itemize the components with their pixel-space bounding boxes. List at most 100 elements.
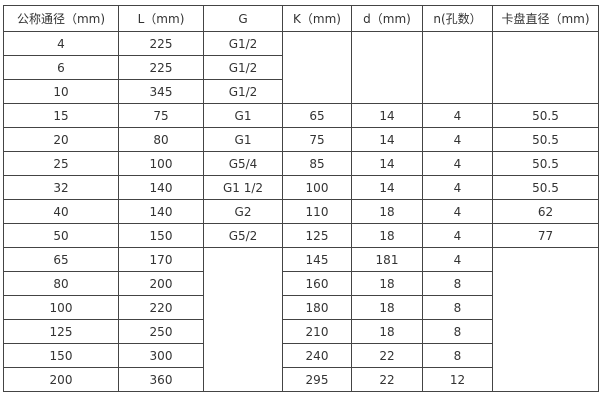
- cell-nominal-diameter: 25: [3, 151, 119, 176]
- cell-nominal-diameter: 20: [3, 127, 119, 152]
- cell-chuck-empty: [492, 31, 599, 104]
- cell-length: 140: [118, 175, 204, 200]
- cell-chuck-diameter: 50.5: [492, 175, 599, 200]
- cell-length: 220: [118, 295, 204, 320]
- cell-d: 22: [351, 343, 423, 368]
- cell-thread: G2: [203, 199, 283, 224]
- table-row: 50 150 G5/2 125 18 4 77: [3, 223, 599, 248]
- cell-d: 18: [351, 223, 423, 248]
- cell-k-empty: [282, 31, 352, 104]
- cell-nominal-diameter: 6: [3, 55, 119, 80]
- cell-holes: 8: [422, 295, 493, 320]
- header-holes: n(孔数）: [422, 5, 493, 32]
- cell-length: 140: [118, 199, 204, 224]
- cell-chuck-diameter: 50.5: [492, 127, 599, 152]
- cell-d: 14: [351, 151, 423, 176]
- cell-length: 360: [118, 367, 204, 392]
- spec-table: 公称通径（mm) L（mm) G K（mm) d（mm) n(孔数） 卡盘直径（…: [3, 5, 599, 392]
- cell-holes: 4: [422, 223, 493, 248]
- cell-nominal-diameter: 80: [3, 271, 119, 296]
- cell-nominal-diameter: 15: [3, 103, 119, 128]
- cell-k: 180: [282, 295, 352, 320]
- cell-chuck-diameter: 50.5: [492, 151, 599, 176]
- table-row: 6 225 G1/2: [3, 55, 599, 80]
- cell-chuck-diameter: 50.5: [492, 103, 599, 128]
- cell-length: 250: [118, 319, 204, 344]
- cell-k: 125: [282, 223, 352, 248]
- cell-holes: 4: [422, 127, 493, 152]
- cell-thread: G5/4: [203, 151, 283, 176]
- cell-holes: 4: [422, 151, 493, 176]
- cell-d: 14: [351, 103, 423, 128]
- cell-nominal-diameter: 10: [3, 79, 119, 104]
- cell-holes: 4: [422, 175, 493, 200]
- cell-k: 210: [282, 319, 352, 344]
- table-row: 4 225 G1/2: [3, 31, 599, 104]
- cell-nominal-diameter: 200: [3, 367, 119, 392]
- cell-d-empty: [351, 31, 423, 104]
- cell-nominal-diameter: 125: [3, 319, 119, 344]
- cell-k: 145: [282, 247, 352, 272]
- header-thread: G: [203, 5, 283, 32]
- cell-d: 18: [351, 295, 423, 320]
- cell-thread: G1/2: [203, 31, 283, 56]
- cell-d: 14: [351, 127, 423, 152]
- cell-length: 225: [118, 55, 204, 80]
- table-row: 200 360 295 22 12: [3, 367, 599, 392]
- table-row: 80 200 160 18 8: [3, 271, 599, 296]
- table-row: 150 300 240 22 8: [3, 343, 599, 368]
- cell-thread: G1: [203, 103, 283, 128]
- cell-holes: 8: [422, 319, 493, 344]
- cell-d: 18: [351, 319, 423, 344]
- cell-nominal-diameter: 32: [3, 175, 119, 200]
- cell-chuck-diameter: 77: [492, 223, 599, 248]
- cell-length: 150: [118, 223, 204, 248]
- cell-k: 85: [282, 151, 352, 176]
- cell-nominal-diameter: 40: [3, 199, 119, 224]
- header-length: L（mm): [118, 5, 204, 32]
- cell-holes: 8: [422, 271, 493, 296]
- cell-thread: G1/2: [203, 79, 283, 104]
- cell-k: 75: [282, 127, 352, 152]
- table-row: 15 75 G1 65 14 4 50.5: [3, 103, 599, 128]
- cell-length: 200: [118, 271, 204, 296]
- cell-length: 100: [118, 151, 204, 176]
- header-d: d（mm): [351, 5, 423, 32]
- cell-length: 80: [118, 127, 204, 152]
- table-row: 65 170 145 181 4: [3, 247, 599, 392]
- cell-d: 18: [351, 271, 423, 296]
- cell-d: 181: [351, 247, 423, 272]
- cell-length: 170: [118, 247, 204, 272]
- cell-k: 110: [282, 199, 352, 224]
- header-row: 公称通径（mm) L（mm) G K（mm) d（mm) n(孔数） 卡盘直径（…: [3, 5, 599, 32]
- cell-nominal-diameter: 100: [3, 295, 119, 320]
- header-nominal-diameter: 公称通径（mm): [3, 5, 119, 32]
- cell-length: 300: [118, 343, 204, 368]
- cell-holes: 4: [422, 103, 493, 128]
- cell-thread-empty: [203, 247, 283, 392]
- cell-d: 18: [351, 199, 423, 224]
- cell-length: 225: [118, 31, 204, 56]
- cell-chuck-diameter: 62: [492, 199, 599, 224]
- table-row: 125 250 210 18 8: [3, 319, 599, 344]
- cell-chuck-empty: [492, 247, 599, 392]
- cell-length: 75: [118, 103, 204, 128]
- cell-d: 22: [351, 367, 423, 392]
- cell-k: 295: [282, 367, 352, 392]
- table-row: 40 140 G2 110 18 4 62: [3, 199, 599, 224]
- cell-nominal-diameter: 50: [3, 223, 119, 248]
- cell-length: 345: [118, 79, 204, 104]
- cell-k: 160: [282, 271, 352, 296]
- table-row: 25 100 G5/4 85 14 4 50.5: [3, 151, 599, 176]
- cell-k: 240: [282, 343, 352, 368]
- cell-nominal-diameter: 150: [3, 343, 119, 368]
- cell-nominal-diameter: 4: [3, 31, 119, 56]
- cell-k: 65: [282, 103, 352, 128]
- cell-holes: 12: [422, 367, 493, 392]
- cell-holes-empty: [422, 31, 493, 104]
- header-chuck-diameter: 卡盘直径（mm): [492, 5, 599, 32]
- header-k: K（mm): [282, 5, 352, 32]
- cell-thread: G1: [203, 127, 283, 152]
- cell-holes: 4: [422, 199, 493, 224]
- cell-holes: 4: [422, 247, 493, 272]
